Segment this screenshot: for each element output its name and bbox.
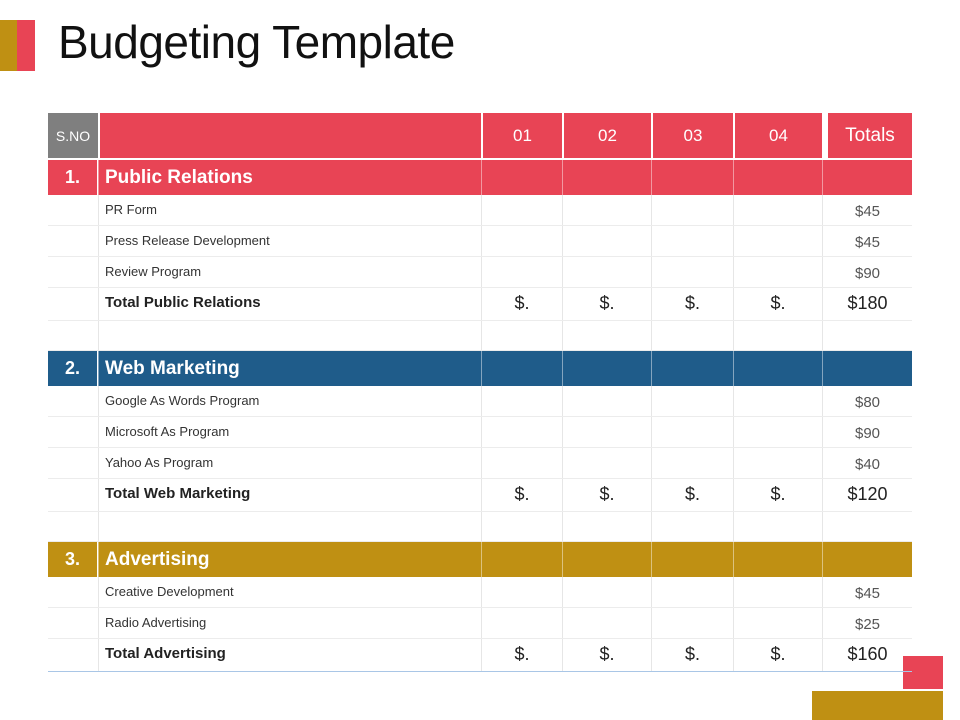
table-header-row: S.NO 01 02 03 04 Totals — [48, 113, 912, 158]
section-total-value: $160 — [822, 639, 912, 671]
table-row: PR Form $45 — [48, 195, 912, 226]
section-total-value: $120 — [822, 479, 912, 511]
decorative-red-square-bottom — [903, 656, 943, 689]
header-period-01: 01 — [481, 113, 562, 158]
item-label: Google As Words Program — [98, 386, 481, 416]
header-totals: Totals — [822, 113, 912, 158]
period-value: $. — [562, 639, 651, 671]
budget-table: S.NO 01 02 03 04 Totals 1. Public Relati… — [48, 113, 912, 672]
table-row: Google As Words Program $80 — [48, 386, 912, 417]
period-value: $. — [651, 479, 733, 511]
section-name: Advertising — [98, 542, 481, 577]
period-value: $. — [562, 288, 651, 320]
table-row: Press Release Development $45 — [48, 226, 912, 257]
header-period-04: 04 — [733, 113, 822, 158]
section-name: Web Marketing — [98, 351, 481, 386]
item-label: Yahoo As Program — [98, 448, 481, 478]
period-value: $. — [481, 479, 562, 511]
item-total: $90 — [822, 417, 912, 447]
period-value: $. — [733, 639, 822, 671]
period-value: $. — [481, 639, 562, 671]
section-name: Public Relations — [98, 160, 481, 195]
item-label: Microsoft As Program — [98, 417, 481, 447]
period-value: $. — [733, 479, 822, 511]
table-row: Microsoft As Program $90 — [48, 417, 912, 448]
section-total-value: $180 — [822, 288, 912, 320]
section-number: 2. — [48, 351, 98, 386]
item-label: Radio Advertising — [98, 608, 481, 638]
period-value: $. — [651, 639, 733, 671]
item-total: $45 — [822, 195, 912, 225]
decorative-gold-bar-bottom — [812, 691, 943, 720]
section-total-label: Total Web Marketing — [98, 479, 481, 511]
section-total-row: Total Public Relations $. $. $. $. $180 — [48, 288, 912, 321]
period-value: $. — [481, 288, 562, 320]
section-gap — [48, 321, 912, 351]
section-header-advertising: 3. Advertising — [48, 542, 912, 577]
page-title: Budgeting Template — [58, 16, 455, 68]
item-total: $25 — [822, 608, 912, 638]
item-label: PR Form — [98, 195, 481, 225]
table-row: Yahoo As Program $40 — [48, 448, 912, 479]
header-sno: S.NO — [48, 113, 98, 158]
section-header-public-relations: 1. Public Relations — [48, 160, 912, 195]
table-row: Radio Advertising $25 — [48, 608, 912, 639]
item-total: $80 — [822, 386, 912, 416]
item-label: Press Release Development — [98, 226, 481, 256]
item-total: $45 — [822, 226, 912, 256]
table-row: Creative Development $45 — [48, 577, 912, 608]
period-value: $. — [651, 288, 733, 320]
section-total-row: Total Web Marketing $. $. $. $. $120 — [48, 479, 912, 512]
section-total-row: Total Advertising $. $. $. $. $160 — [48, 639, 912, 672]
header-description — [98, 113, 481, 158]
section-gap — [48, 512, 912, 542]
item-total: $40 — [822, 448, 912, 478]
section-total-label: Total Public Relations — [98, 288, 481, 320]
item-total: $45 — [822, 577, 912, 607]
section-header-web-marketing: 2. Web Marketing — [48, 351, 912, 386]
decorative-red-bar-top — [17, 20, 35, 71]
period-value: $. — [733, 288, 822, 320]
header-period-02: 02 — [562, 113, 651, 158]
section-total-label: Total Advertising — [98, 639, 481, 671]
item-label: Review Program — [98, 257, 481, 287]
period-value: $. — [562, 479, 651, 511]
section-number: 3. — [48, 542, 98, 577]
header-period-03: 03 — [651, 113, 733, 158]
item-label: Creative Development — [98, 577, 481, 607]
table-row: Review Program $90 — [48, 257, 912, 288]
decorative-gold-bar-top — [0, 20, 17, 71]
section-number: 1. — [48, 160, 98, 195]
item-total: $90 — [822, 257, 912, 287]
